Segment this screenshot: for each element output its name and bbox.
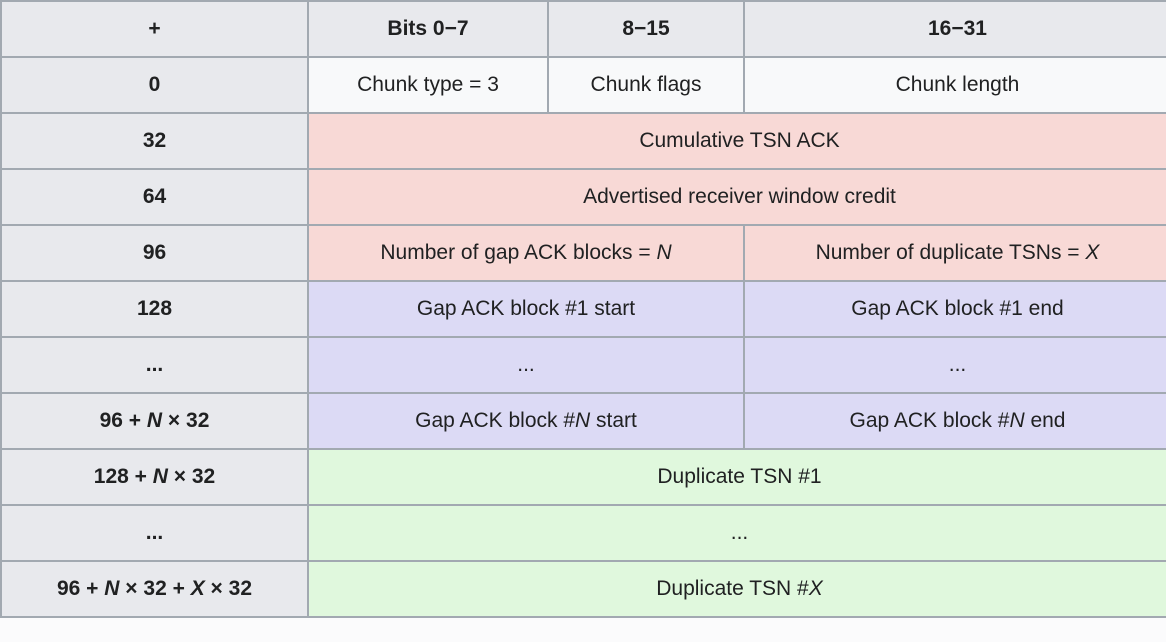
text-segment: Gap ACK block # [415,408,576,432]
field-cell: Number of gap ACK blocks = N [307,224,745,282]
text-segment: Gap ACK block #1 start [416,296,636,320]
text-segment: 96 + [56,576,105,600]
table-row: 96 + N × 32 + X × 32 Duplicate TSN #X [0,560,1166,618]
field-cell: ... [307,504,1166,562]
row-offset: 96 + N × 32 + X × 32 [0,560,309,618]
text-segment: Chunk length [895,72,1020,96]
text-segment: Chunk type = 3 [357,72,499,96]
variable-italic: N [1009,408,1025,432]
text-segment: Chunk flags [590,72,702,96]
variable-italic: N [575,408,591,432]
text-segment: 96 + [99,408,147,432]
table-row: 96 Number of gap ACK blocks = N Number of … [0,224,1166,282]
text-segment: Advertised receiver window credit [583,184,896,208]
text-segment: 32 [142,128,167,152]
field-cell: Advertised receiver window credit [307,168,1166,226]
text-segment: ... [517,352,535,376]
text-segment: ... [145,352,164,376]
text-segment: Number of gap ACK blocks = [380,240,657,264]
row-offset: 32 [0,112,309,170]
table-row: 96 + N × 32 Gap ACK block #N start Gap ACK… [0,392,1166,450]
text-segment: Cumulative TSN ACK [639,128,840,152]
text-segment: 96 [142,240,167,264]
text-segment: Duplicate TSN # [656,576,809,600]
row-offset: ... [0,336,309,394]
column-header: + [0,0,309,58]
field-cell: Cumulative TSN ACK [307,112,1166,170]
text-segment: × 32 [167,464,216,488]
table-body: 0 Chunk type = 3 Chunk flags Chunk length 32… [0,56,1166,618]
row-offset: ... [0,504,309,562]
row-offset: 128 [0,280,309,338]
field-cell: Gap ACK block #N start [307,392,745,450]
field-cell: Chunk length [743,56,1166,114]
table-row: 128 Gap ACK block #1 start Gap ACK block #… [0,280,1166,338]
text-segment: 0 [148,72,161,96]
text-segment: end [1024,408,1066,432]
variable-italic: N [146,408,163,432]
text-segment: 64 [142,184,167,208]
table-row: 64 Advertised receiver window credit [0,168,1166,226]
field-cell: ... [307,336,745,394]
column-header: 8−15 [547,0,745,58]
row-offset: 96 [0,224,309,282]
row-offset: 128 + N × 32 [0,448,309,506]
field-cell: Duplicate TSN #1 [307,448,1166,506]
text-segment: 128 [136,296,173,320]
table-row: ......... [0,336,1166,394]
text-segment: ... [948,352,967,376]
row-offset: 96 + N × 32 [0,392,309,450]
text-segment: Number of duplicate TSNs = [815,240,1086,264]
text-segment: Duplicate TSN #1 [657,464,822,488]
field-cell: Chunk flags [547,56,745,114]
table-row: 32 Cumulative TSN ACK [0,112,1166,170]
text-segment: ... [145,520,164,544]
field-cell: Duplicate TSN #X [307,560,1166,618]
field-cell: Chunk type = 3 [307,56,549,114]
row-offset: 0 [0,56,309,114]
variable-italic: N [104,576,120,600]
header-row: + Bits 0−7 8−15 16−31 [0,0,1166,58]
field-cell: Gap ACK block #1 end [743,280,1166,338]
packet-structure-table: + Bits 0−7 8−15 16−31 0 Chunk type = 3 Chunk … [0,0,1166,618]
variable-italic: N [656,240,672,264]
field-cell: Number of duplicate TSNs = X [743,224,1166,282]
table-row: ...... [0,504,1166,562]
text-segment: × 32 + [119,576,191,600]
field-cell: Gap ACK block #N end [743,392,1166,450]
column-header: 16−31 [743,0,1166,58]
field-cell: ... [743,336,1166,394]
variable-italic: X [808,576,823,600]
text-segment: 128 + [93,464,153,488]
variable-italic: N [152,464,168,488]
table-row: 0 Chunk type = 3 Chunk flags Chunk length [0,56,1166,114]
row-offset: 64 [0,168,309,226]
table-row: 128 + N × 32 Duplicate TSN #1 [0,448,1166,506]
text-segment: Gap ACK block #1 end [851,296,1064,320]
text-segment: × 32 [162,408,210,432]
column-header: Bits 0−7 [307,0,549,58]
text-segment: start [590,408,637,432]
text-segment: × 32 [204,576,252,600]
variable-italic: X [1085,240,1100,264]
text-segment: ... [730,520,749,544]
field-cell: Gap ACK block #1 start [307,280,745,338]
variable-italic: X [190,576,205,600]
text-segment: Gap ACK block # [849,408,1010,432]
